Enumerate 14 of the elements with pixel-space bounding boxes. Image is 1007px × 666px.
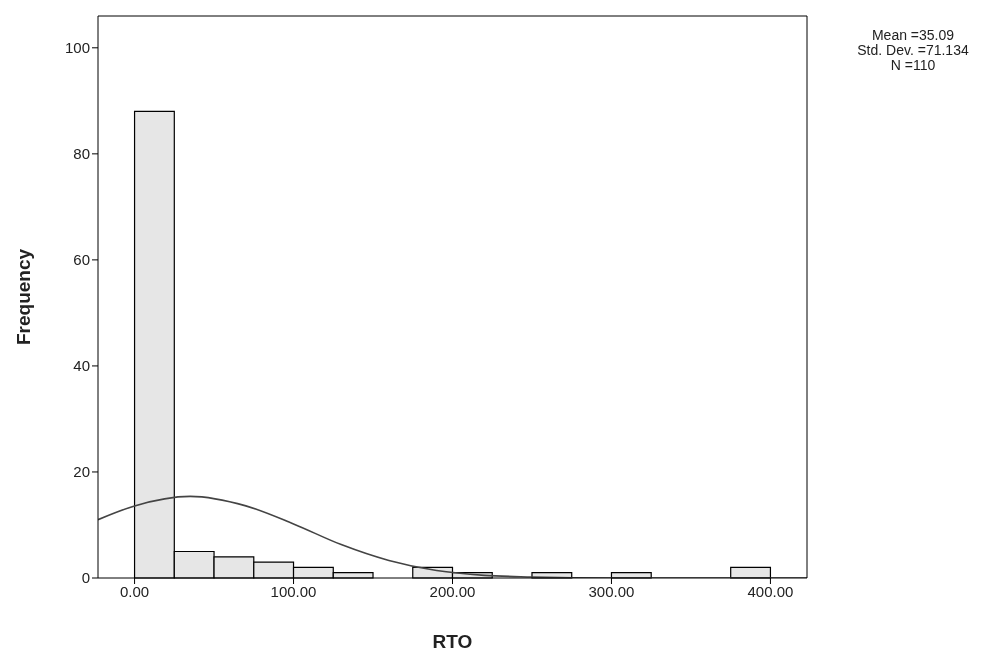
x-tick-label: 300.00 <box>588 582 635 600</box>
y-tick-label: 40 <box>73 357 90 375</box>
x-tick-label: 200.00 <box>429 582 476 600</box>
statistics-note: Mean =35.09 Std. Dev. =71.134 N =110 <box>856 28 970 73</box>
y-tick-label: 80 <box>73 145 90 163</box>
x-tick-label: 100.00 <box>270 582 317 600</box>
x-tick-label: 400.00 <box>747 582 794 600</box>
y-axis-title: Frequency <box>12 248 34 346</box>
y-tick-label: 20 <box>73 463 90 481</box>
x-tick-label: 0.00 <box>119 582 150 600</box>
x-axis-title: RTO <box>432 631 473 652</box>
y-tick-label: 60 <box>73 251 90 269</box>
y-tick-label: 100 <box>64 39 90 57</box>
y-tick-label: 0 <box>81 569 90 587</box>
